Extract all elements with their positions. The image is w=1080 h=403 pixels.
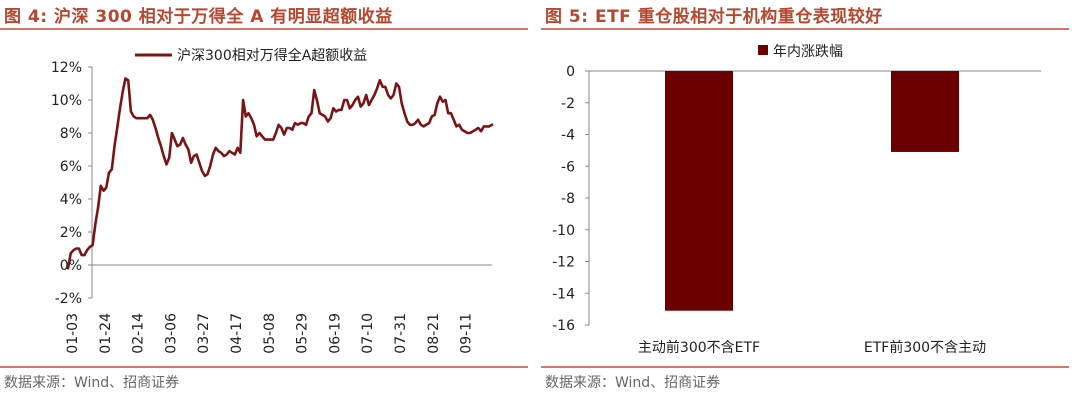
bar [891,71,959,152]
x-tick-label: 07-31 [393,313,409,354]
y-tick-label: 10% [51,93,82,109]
legend-label: 年内涨跌幅 [773,44,843,60]
x-tick-label: 04-17 [229,313,245,354]
x-tick-label: 05-29 [295,313,311,354]
y-tick-label: 0 [566,64,575,80]
right-source-note: 数据来源：Wind、招商证券 [545,375,721,391]
y-tick-label: -12 [552,255,575,271]
y-tick-label: 6% [60,159,82,175]
x-tick-label: 05-08 [262,313,278,354]
x-tick-label: 09-11 [459,313,475,354]
left-title-divider [0,28,528,30]
bar-chart: 年内涨跌幅 0 -2 -4 -6 -8 -10 -12 -14 -16 主动前300不含ETF ETF… [552,44,1041,356]
x-tick-label: 01-24 [98,313,114,354]
x-tick-label: 06-19 [327,313,343,354]
y-tick-label: 8% [60,126,82,142]
y-tick-label: -4 [561,128,575,144]
y-tick-label: -16 [552,318,575,334]
right-title-divider [541,28,1069,30]
left-bottom-divider [0,366,528,368]
legend-swatch-bar [758,45,768,55]
right-chart-panel: 图 5: ETF 重仓股相对于机构重仓表现较好 年内涨跌幅 0 -2 -4 -6 -8 -1… [541,0,1069,403]
y-tick-label: -2 [561,96,575,112]
legend-label: 沪深300相对万得全A超额收益 [177,47,367,64]
y-tick-label: 2% [60,225,82,241]
y-tick-label: 12% [51,60,82,76]
y-tick-label: -2% [55,291,82,307]
x-category-label: 主动前300不含ETF [638,339,760,356]
right-figure-title: 图 5: ETF 重仓股相对于机构重仓表现较好 [545,7,883,27]
bar [665,71,733,311]
y-tick-label: -10 [552,223,575,239]
y-tick-label: 0% [60,258,82,274]
left-figure-title: 图 4: 沪深 300 相对于万得全 A 有明显超额收益 [4,7,393,27]
x-tick-label: 03-27 [196,313,212,354]
y-tick-label: 4% [60,192,82,208]
x-category-label: ETF前300不含主动 [864,339,986,356]
y-tick-label: -14 [552,286,575,302]
x-tick-label: 01-03 [65,313,81,354]
x-tick-label: 07-10 [360,313,376,354]
x-tick-label: 08-21 [426,313,442,354]
left-source-note: 数据来源：Wind、招商证券 [4,375,180,391]
right-bottom-divider [541,366,1069,368]
x-tick-label: 02-14 [131,313,147,354]
left-chart-panel: 图 4: 沪深 300 相对于万得全 A 有明显超额收益 沪深300相对万得全A… [0,0,528,403]
x-tick-label: 03-06 [163,313,179,354]
series-line [66,77,494,270]
line-chart: 沪深300相对万得全A超额收益 12% 10% 8% 6% 4% 2% 0% -2% 01-03 0… [51,47,494,354]
y-tick-label: -6 [561,159,575,175]
y-tick-label: -8 [561,191,575,207]
